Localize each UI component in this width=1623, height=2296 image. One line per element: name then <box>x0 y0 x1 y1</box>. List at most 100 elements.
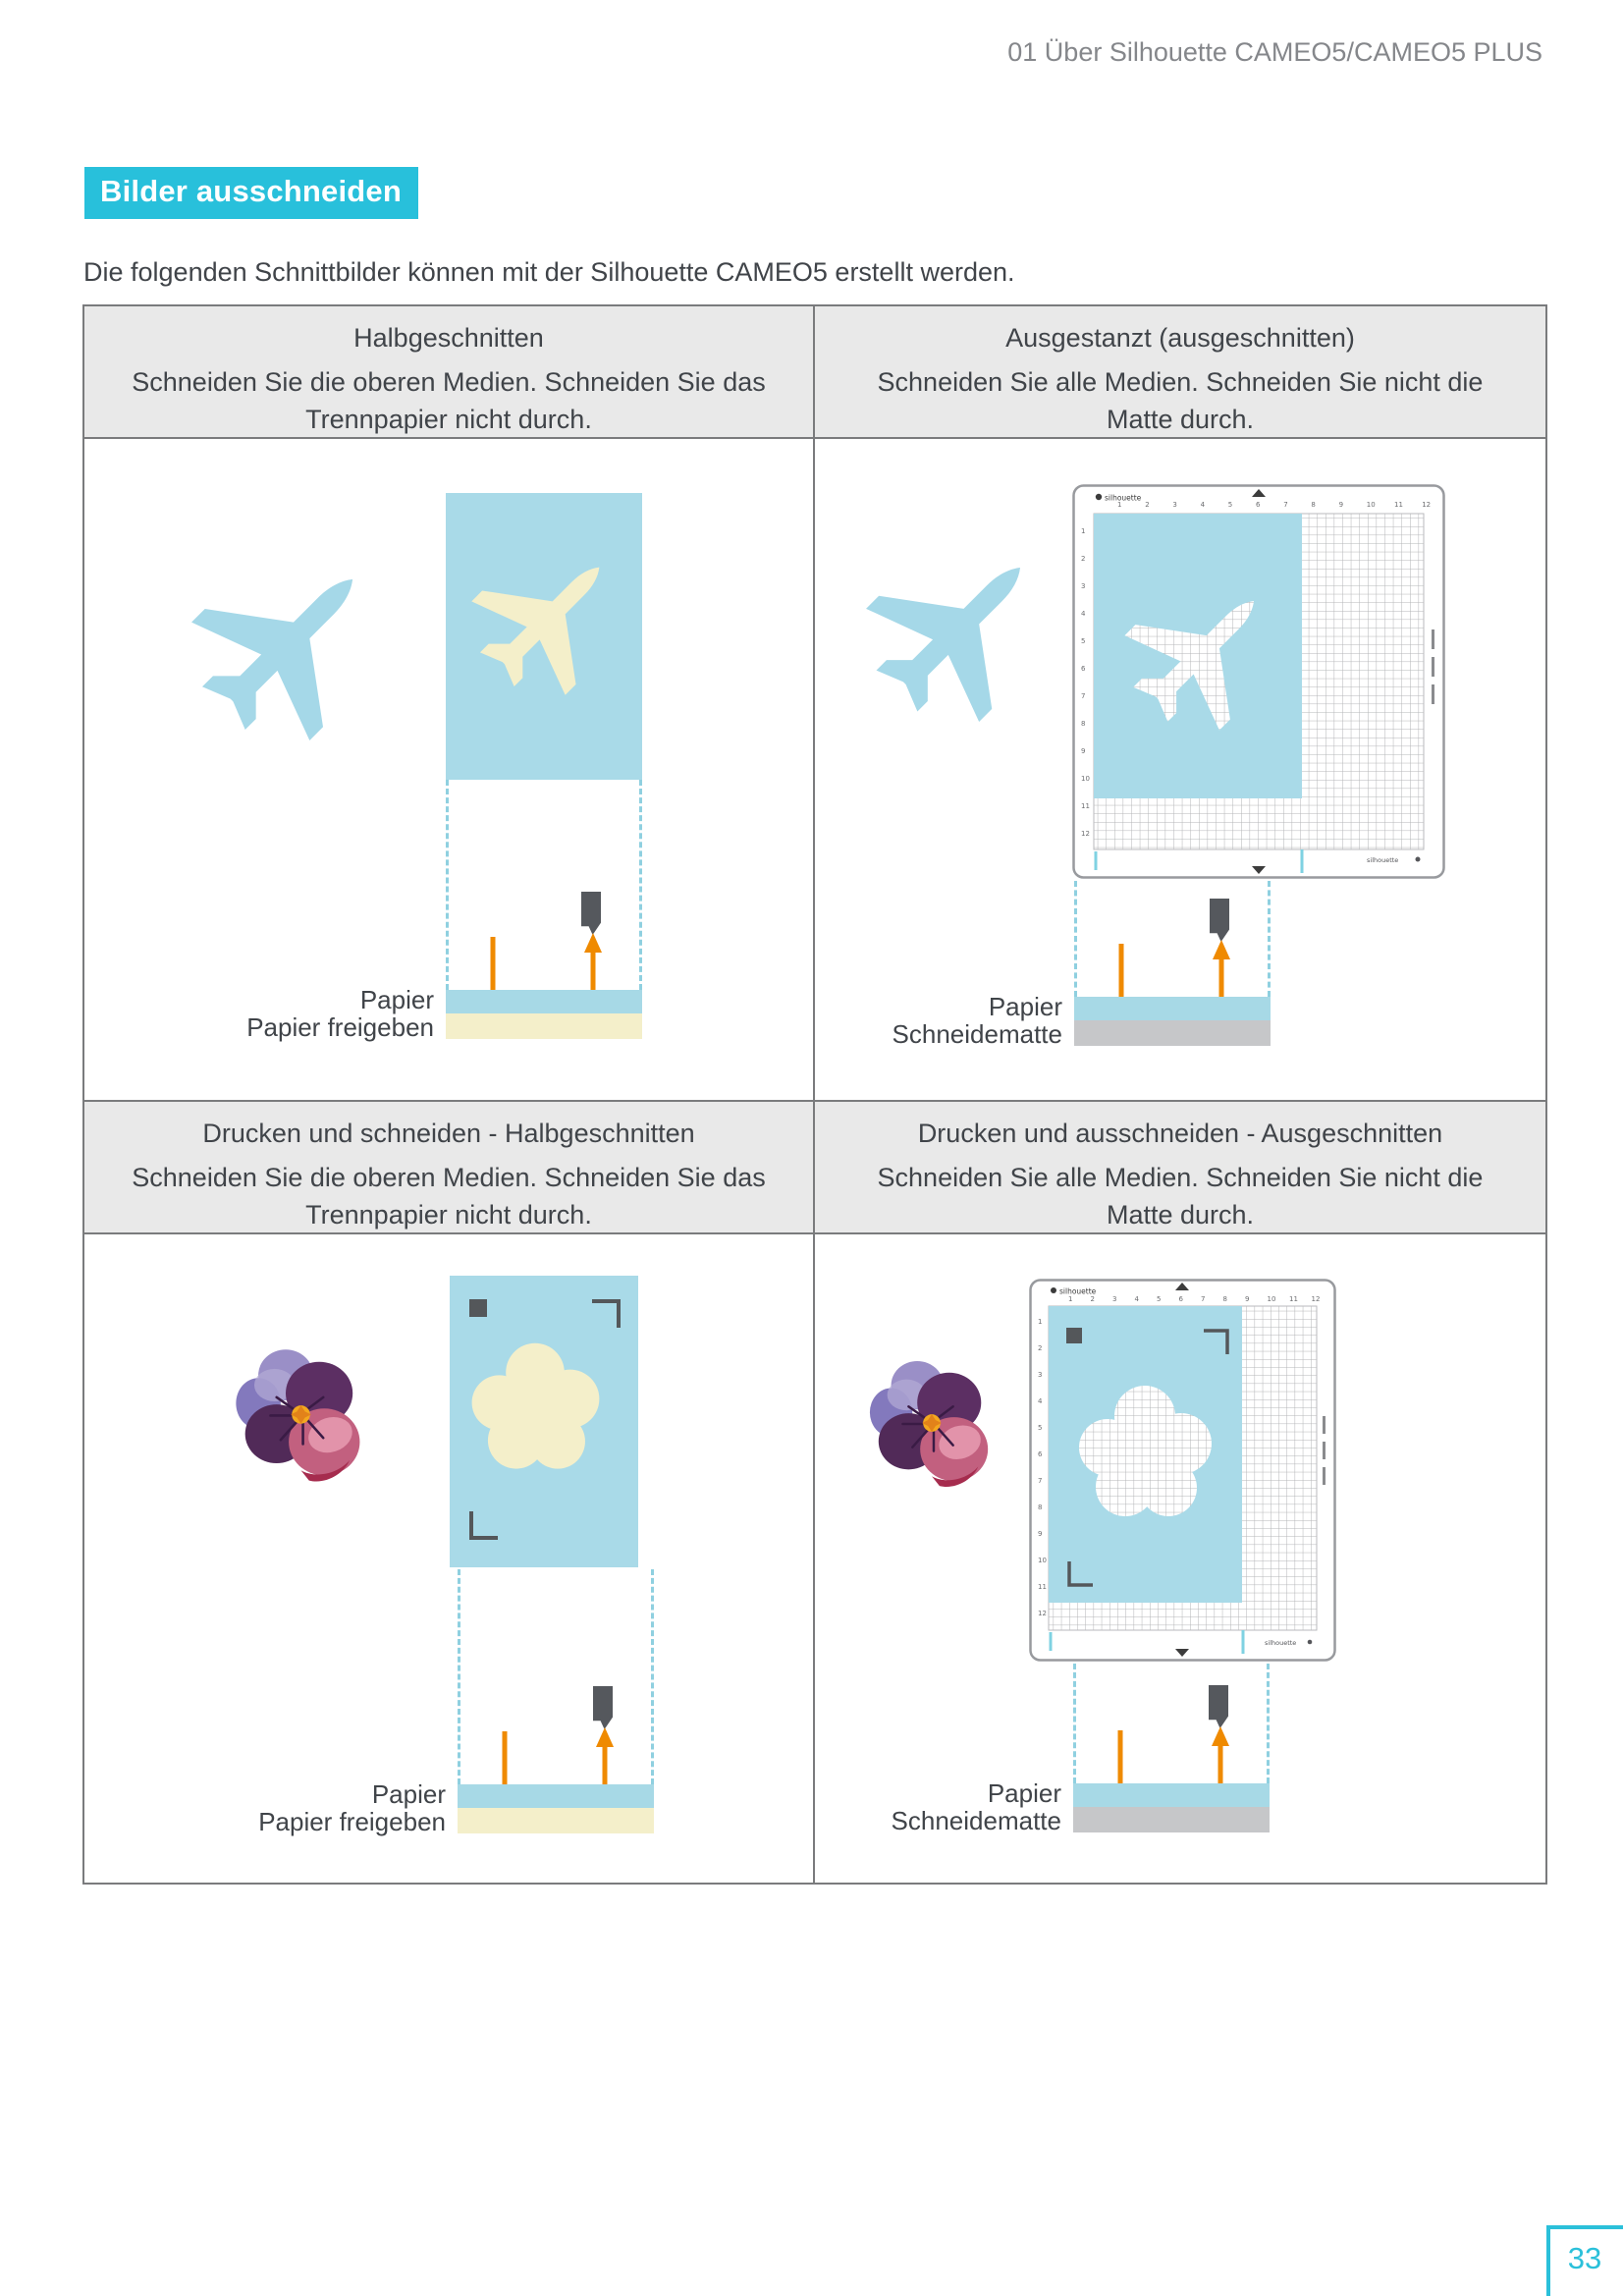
svg-text:6: 6 <box>1179 1295 1184 1303</box>
mat-paper-sheet <box>1094 514 1302 798</box>
blade-icon <box>1210 899 1229 942</box>
paper-sheet <box>450 1276 638 1567</box>
mat-logo-text: silhouette <box>1105 494 1142 503</box>
mat-arrow-top-icon <box>1252 489 1266 497</box>
cutting-mat-layer <box>1073 1807 1270 1832</box>
cell-drucken-ausgeschnitten-illustration: 1 2 3 4 5 6 7 8 9 10 11 12 1 2 3 4 5 6 7 8 9 10 11 12 silhouet… <box>815 1234 1545 1883</box>
page-number: 33 <box>1546 2225 1623 2296</box>
cutting-mat-layer <box>1074 1020 1271 1046</box>
paper-sheet <box>446 493 642 780</box>
mat-side-markings <box>1323 1416 1325 1485</box>
mat-ruler-top: 1 2 3 4 5 6 7 8 9 10 11 12 <box>1117 501 1431 509</box>
blob-cutout-icon <box>471 1342 600 1469</box>
svg-text:11: 11 <box>1081 802 1090 810</box>
cell-title: Drucken und schneiden - Halbgeschnitten <box>202 1119 695 1148</box>
svg-text:7: 7 <box>1201 1295 1205 1303</box>
svg-text:12: 12 <box>1038 1610 1047 1617</box>
blade-icon <box>593 1686 613 1729</box>
header-cell-drucken-halbgeschnitten: Drucken und schneiden - Halbgeschnitten … <box>84 1102 815 1234</box>
svg-text:12: 12 <box>1422 501 1431 509</box>
section-title: Bilder ausschneiden <box>84 167 419 219</box>
svg-text:3: 3 <box>1081 582 1085 590</box>
svg-text:10: 10 <box>1367 501 1376 509</box>
svg-text:7: 7 <box>1081 692 1085 700</box>
svg-text:6: 6 <box>1038 1450 1043 1458</box>
paper-layer <box>1074 997 1271 1020</box>
cell-desc: Schneiden Sie die oberen Medien. Schneid… <box>132 367 766 434</box>
svg-text:4: 4 <box>1038 1397 1043 1405</box>
layer-label-paper: Papier <box>371 1779 446 1809</box>
svg-text:3: 3 <box>1172 501 1176 509</box>
svg-text:6: 6 <box>1081 665 1086 673</box>
svg-text:11: 11 <box>1038 1583 1047 1591</box>
svg-text:10: 10 <box>1081 775 1090 783</box>
guide-dash-left <box>458 1569 460 1784</box>
svg-text:7: 7 <box>1038 1477 1042 1485</box>
guide-dash-left <box>1074 881 1077 997</box>
cell-title: Drucken und ausschneiden - Ausgeschnitte… <box>917 1119 1443 1148</box>
svg-text:1: 1 <box>1117 501 1121 509</box>
svg-text:8: 8 <box>1038 1503 1042 1511</box>
mat-logo-text-small: silhouette <box>1367 856 1398 864</box>
blade-icon <box>581 892 601 935</box>
guide-dash-right <box>651 1569 654 1784</box>
cut-types-table: Halbgeschnitten Schneiden Sie die oberen… <box>82 304 1547 1885</box>
layer-label-paper: Papier <box>359 985 434 1014</box>
mat-ruler-top: 1 2 3 4 5 6 7 8 9 10 11 12 <box>1068 1295 1320 1303</box>
svg-text:12: 12 <box>1312 1295 1321 1303</box>
guide-dash-right <box>1267 1664 1270 1783</box>
mat-logo-text: silhouette <box>1059 1287 1097 1296</box>
mat-logo-dot <box>1095 493 1103 501</box>
airplane-icon <box>866 567 1021 722</box>
airplane-cutout-icon <box>471 567 600 695</box>
svg-text:12: 12 <box>1081 830 1090 838</box>
cell-title: Halbgeschnitten <box>353 323 544 353</box>
guide-dash-right <box>639 780 642 990</box>
svg-text:2: 2 <box>1091 1295 1095 1303</box>
airplane-icon <box>191 578 353 740</box>
svg-text:2: 2 <box>1145 501 1149 509</box>
svg-text:9: 9 <box>1038 1530 1042 1538</box>
layer-label-release: Papier freigeben <box>258 1807 446 1836</box>
mat-logo-dot <box>1051 1287 1056 1293</box>
svg-text:11: 11 <box>1394 501 1403 509</box>
svg-text:3: 3 <box>1038 1371 1042 1379</box>
mat-arrow-bottom-icon <box>1175 1649 1189 1657</box>
header-cell-ausgestanzt: Ausgestanzt (ausgeschnitten) Schneiden S… <box>815 306 1545 439</box>
cell-desc: Schneiden Sie alle Medien. Schneiden Sie… <box>877 1163 1484 1230</box>
header-cell-halbgeschnitten: Halbgeschnitten Schneiden Sie die oberen… <box>84 306 815 439</box>
mat-paper-sheet <box>1049 1306 1242 1603</box>
layer-label-mat: Schneidematte <box>892 1019 1062 1049</box>
svg-text:2: 2 <box>1081 555 1085 563</box>
svg-text:9: 9 <box>1245 1295 1249 1303</box>
svg-text:4: 4 <box>1081 610 1086 618</box>
cell-desc: Schneiden Sie die oberen Medien. Schneid… <box>132 1163 766 1230</box>
svg-text:1: 1 <box>1038 1318 1042 1326</box>
guide-dash-left <box>1073 1664 1076 1783</box>
svg-text:4: 4 <box>1201 501 1206 509</box>
registration-mark-square <box>469 1299 487 1317</box>
svg-text:9: 9 <box>1339 501 1343 509</box>
paper-layer <box>458 1784 654 1808</box>
svg-text:1: 1 <box>1081 527 1085 535</box>
svg-text:11: 11 <box>1289 1295 1298 1303</box>
pansy-flower <box>236 1349 360 1482</box>
cell-desc: Schneiden Sie alle Medien. Schneiden Sie… <box>877 367 1484 434</box>
svg-text:5: 5 <box>1081 637 1085 645</box>
svg-text:2: 2 <box>1038 1344 1042 1352</box>
layer-label-paper: Papier <box>988 992 1062 1021</box>
intro-text: Die folgenden Schnittbilder können mit d… <box>83 257 1015 287</box>
blade-icon <box>1209 1685 1228 1728</box>
paper-layer <box>1073 1783 1270 1807</box>
layer-label-release: Papier freigeben <box>246 1012 434 1042</box>
svg-text:5: 5 <box>1038 1424 1042 1432</box>
registration-mark-square <box>1066 1328 1082 1343</box>
registration-mark-corner-tr <box>592 1299 621 1328</box>
mat-logo-text-small: silhouette <box>1265 1639 1296 1647</box>
registration-mark-corner-bl <box>469 1511 498 1540</box>
cell-ausgestanzt-illustration: 1 2 3 4 5 6 7 8 9 10 11 12 1 2 3 4 5 6 7 8 9 10 11 12 silhouet… <box>815 439 1545 1102</box>
